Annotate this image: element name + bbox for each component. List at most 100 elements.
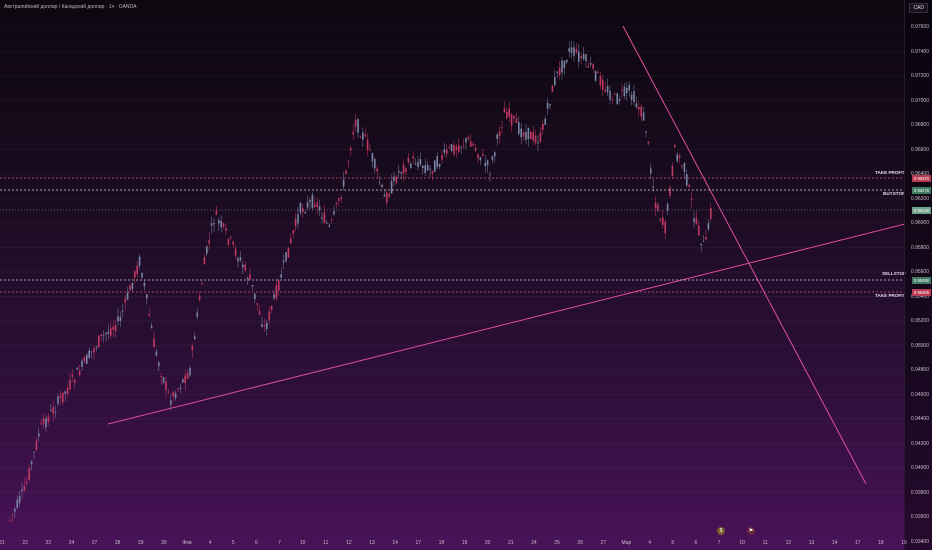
candle-body xyxy=(117,316,119,322)
date-label: 22 xyxy=(22,540,28,546)
candle-body xyxy=(215,210,218,215)
price-tick: 0.94600 xyxy=(910,391,929,398)
candle-body xyxy=(616,93,618,104)
date-label: 19 xyxy=(901,540,907,546)
candle-body xyxy=(256,303,258,305)
candle-body xyxy=(76,367,78,370)
sellstop-label: SELLSTOP xyxy=(882,271,907,276)
candle-body xyxy=(446,149,448,154)
date-label: 17 xyxy=(415,540,422,546)
date-label: 13 xyxy=(369,540,375,546)
candle-body xyxy=(693,218,695,222)
candle-body xyxy=(110,328,112,336)
candle-body xyxy=(311,194,314,209)
candle-body xyxy=(371,153,374,162)
candle-body xyxy=(438,163,441,167)
candle-body xyxy=(35,440,38,450)
candle-body xyxy=(590,63,592,65)
candle-body xyxy=(441,155,443,160)
candle-body xyxy=(376,168,378,172)
horizontal-gridlines xyxy=(0,26,905,518)
price-tick: 0.96000 xyxy=(910,220,929,226)
currency-button[interactable]: CAD xyxy=(909,3,928,13)
candle-body xyxy=(136,265,138,275)
candle-body xyxy=(465,138,467,143)
candle-body xyxy=(398,171,400,173)
candle-body xyxy=(179,387,182,389)
candle-body xyxy=(155,351,158,356)
candle-body xyxy=(201,283,203,285)
candle-body xyxy=(453,144,455,155)
take-profit-bottom-label: TAKE PROFIT xyxy=(875,293,906,298)
candle-body xyxy=(551,85,554,92)
candle-body xyxy=(674,144,676,148)
dividend-icon[interactable]: $ xyxy=(717,527,725,535)
candle-body xyxy=(614,93,616,95)
candle-body xyxy=(546,102,549,109)
candle-body xyxy=(246,277,249,280)
candle-body xyxy=(623,86,626,97)
candle-body xyxy=(282,260,285,263)
candle-body xyxy=(556,71,558,73)
candle-body xyxy=(369,149,371,151)
candle-body xyxy=(362,132,364,140)
candle-body xyxy=(374,159,376,169)
candle-body xyxy=(150,325,153,329)
date-label: 27 xyxy=(600,540,607,546)
date-label: Фев xyxy=(182,540,192,546)
price-axis[interactable]: CAD 0.97600 0.97400 0.97200 0.97000 0.96800 0… xyxy=(904,0,932,550)
candle-body xyxy=(707,223,710,230)
candle-body xyxy=(671,165,674,176)
candle-body xyxy=(71,374,74,377)
candle-body xyxy=(515,118,518,123)
candle-body xyxy=(410,163,412,168)
candle-body xyxy=(642,112,645,121)
price-chart[interactable] xyxy=(0,0,905,536)
candle-body xyxy=(462,145,465,147)
candle-body xyxy=(213,223,215,225)
candle-body xyxy=(129,285,131,291)
candle-body xyxy=(86,354,88,364)
candle-body xyxy=(170,400,172,405)
date-label: 11 xyxy=(762,540,768,546)
candle-body xyxy=(47,416,50,423)
candle-body xyxy=(30,461,33,465)
date-label: 6 xyxy=(255,540,258,546)
candle-body xyxy=(143,282,146,287)
candle-body xyxy=(203,257,206,265)
candle-body xyxy=(386,192,388,203)
event-icon[interactable]: ⚑ xyxy=(747,527,755,535)
candle-body xyxy=(448,147,450,148)
candle-body xyxy=(242,264,244,268)
candle-body xyxy=(359,137,362,139)
candle-body xyxy=(52,406,54,414)
symbol-title[interactable]: Австралийский доллар / Канадский доллар … xyxy=(4,4,137,10)
candle-body xyxy=(326,222,328,224)
candle-body xyxy=(42,418,45,424)
candle-body xyxy=(141,272,143,278)
candle-body xyxy=(582,53,585,60)
candle-body xyxy=(93,348,95,353)
candle-body xyxy=(542,123,544,130)
candle-body xyxy=(510,114,513,126)
candle-body xyxy=(21,489,23,492)
candle-body xyxy=(114,325,117,332)
date-label: 25 xyxy=(554,540,560,546)
candle-body xyxy=(638,106,640,110)
candle-body xyxy=(558,67,561,76)
candle-body xyxy=(580,56,582,58)
candle-body xyxy=(206,246,208,254)
descending-trendline xyxy=(622,25,867,485)
candle-body xyxy=(602,79,604,90)
candle-body xyxy=(604,89,606,92)
candle-body xyxy=(18,496,21,504)
date-label: 23 xyxy=(45,540,52,546)
candle-body xyxy=(506,111,508,119)
candle-body xyxy=(390,180,393,194)
candle-body xyxy=(585,54,587,62)
candle-body xyxy=(618,99,621,101)
candle-body xyxy=(640,106,642,117)
candle-body xyxy=(525,131,527,140)
candle-body xyxy=(237,258,239,262)
candle-body xyxy=(566,59,568,63)
